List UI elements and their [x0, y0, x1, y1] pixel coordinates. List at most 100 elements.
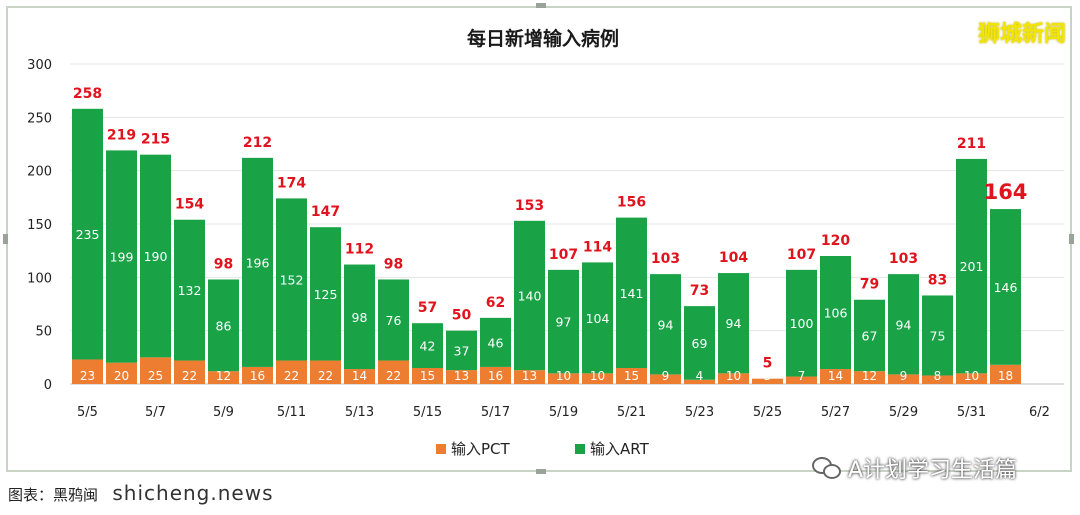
y-tick-label: 250	[27, 111, 52, 126]
x-tick-label: 5/17	[481, 405, 510, 420]
resize-handle-right[interactable]	[1069, 234, 1074, 244]
bar-art-label: 75	[930, 328, 946, 343]
bar-pct	[242, 366, 273, 384]
bar-pct-label: 25	[148, 369, 163, 383]
resize-handle-left[interactable]	[3, 234, 8, 244]
bar-art	[684, 306, 715, 380]
bar-total-label: 174	[277, 175, 306, 191]
x-tick-label: 5/19	[549, 405, 578, 420]
bar-art-label: 67	[862, 328, 878, 343]
bar-total-label: 5	[763, 356, 773, 372]
bar-pct-label: 5	[764, 369, 772, 383]
bar-art	[888, 274, 919, 375]
bar-pct-label: 22	[284, 369, 299, 383]
bar-art-label: 196	[246, 255, 270, 270]
bar-pct-label: 4	[696, 369, 704, 383]
bar-pct-label: 12	[862, 369, 877, 383]
bar-art	[344, 264, 375, 370]
bar-pct-label: 10	[964, 369, 979, 383]
legend-swatch	[436, 444, 446, 454]
bar-pct-label: 22	[182, 369, 197, 383]
wechat-account-label: A计划学习生活篇	[848, 458, 1018, 483]
bar-total-label: 83	[928, 272, 947, 288]
x-tick-label: 5/21	[617, 405, 646, 420]
bar-art	[242, 157, 273, 367]
bar-art-label: 94	[658, 317, 674, 332]
bar-total-label: 258	[73, 86, 102, 102]
bar-total-label: 73	[690, 283, 709, 299]
bar-pct-label: 10	[726, 369, 741, 383]
bar-pct	[820, 369, 851, 384]
chart-title: 每日新增输入病例	[467, 27, 619, 50]
bar-pct-label: 10	[590, 369, 605, 383]
bar-pct-label: 16	[250, 369, 265, 383]
bar-art-label: 201	[960, 259, 984, 274]
bar-total-label: 79	[860, 277, 879, 293]
bar-total-label: 215	[141, 132, 170, 148]
bar-art-label: 69	[692, 336, 708, 351]
bar-art	[990, 209, 1021, 365]
bar-art	[514, 220, 545, 371]
bar-art	[820, 256, 851, 370]
resize-handle-top[interactable]	[536, 3, 546, 8]
x-tick-label: 6/2	[1029, 405, 1050, 420]
bar-total-label: 50	[452, 308, 472, 324]
footer-caption: 图表：黑鸦闽	[8, 486, 99, 504]
bar-total-label: 156	[617, 195, 646, 211]
bar-art-label: 94	[896, 317, 912, 332]
bar-pct	[72, 359, 103, 384]
bar-pct	[650, 374, 681, 384]
bar-total-label: 153	[515, 198, 544, 214]
bar-pct	[480, 366, 511, 384]
bar-pct-label: 20	[114, 369, 129, 383]
bar-pct-label: 22	[318, 369, 333, 383]
bar-pct-label: 15	[420, 369, 435, 383]
bar-art	[616, 217, 647, 368]
bar-total-label: 120	[821, 233, 850, 249]
bar-total-label: 112	[345, 242, 374, 258]
x-tick-label: 5/23	[685, 405, 714, 420]
bar-art-label: 42	[420, 339, 436, 354]
y-tick-label: 150	[27, 218, 52, 233]
bar-pct	[276, 360, 307, 384]
bar-art	[786, 269, 817, 377]
bar-pct-label: 13	[522, 369, 537, 383]
bar-art-label: 86	[216, 318, 232, 333]
y-tick-label: 0	[44, 378, 52, 393]
y-tick-label: 300	[27, 58, 52, 73]
bar-art-label: 100	[790, 316, 814, 331]
bar-art	[412, 323, 443, 368]
x-tick-label: 5/11	[277, 405, 306, 420]
bar-pct	[310, 360, 341, 384]
bar-total-label: 103	[889, 251, 918, 267]
bar-art-label: 97	[556, 315, 572, 330]
bar-pct	[752, 378, 783, 384]
resize-handle-bottom[interactable]	[536, 469, 546, 474]
bar-pct-label: 16	[488, 369, 503, 383]
bar-art-label: 235	[76, 227, 100, 242]
bar-pct-label: 22	[386, 369, 401, 383]
bar-art	[378, 279, 409, 361]
bar-total-label: 154	[175, 197, 204, 213]
bar-total-label: 103	[651, 251, 680, 267]
bar-pct-label: 23	[80, 369, 95, 383]
bar-art	[208, 279, 239, 372]
bar-pct	[446, 370, 477, 384]
bar-pct-label: 13	[454, 369, 469, 383]
bar-art-label: 140	[518, 288, 542, 303]
bar-pct	[344, 369, 375, 384]
bar-art	[310, 227, 341, 361]
bar-pct	[548, 373, 579, 384]
bar-pct	[616, 368, 647, 384]
bar-art	[276, 198, 307, 361]
bar-total-label: 212	[243, 135, 272, 151]
bar-art-label: 199	[110, 250, 134, 265]
bar-pct	[514, 370, 545, 384]
bar-total-label: 107	[787, 247, 816, 263]
bar-pct	[208, 371, 239, 384]
x-tick-label: 5/25	[753, 405, 782, 420]
bar-pct	[718, 373, 749, 384]
bar-total-label: 98	[384, 256, 403, 272]
bar-art-label: 98	[352, 310, 368, 325]
